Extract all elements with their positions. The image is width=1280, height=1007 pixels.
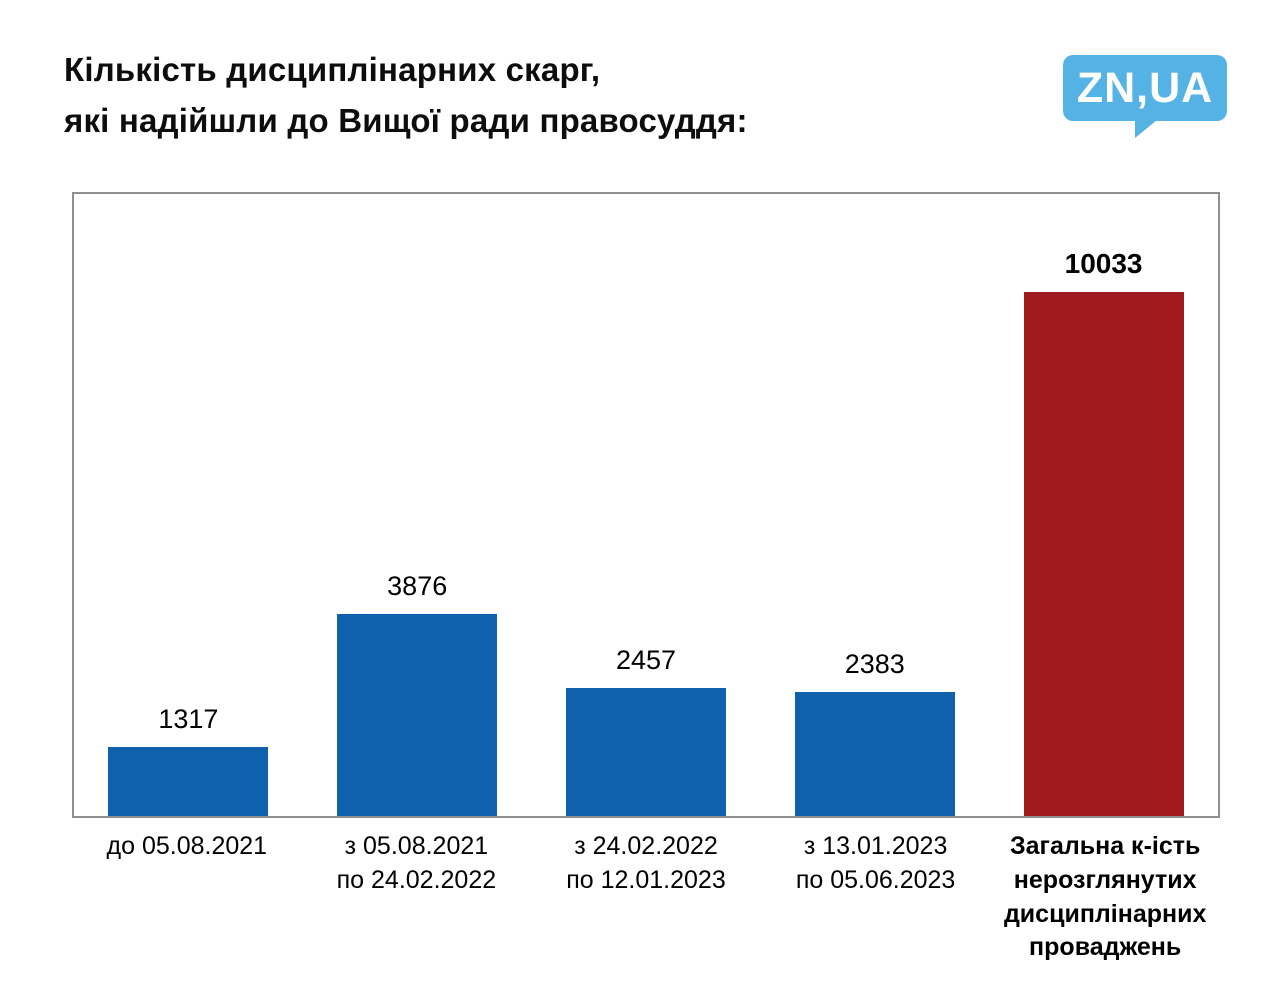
bar-value-label: 2383 bbox=[844, 649, 905, 679]
bar bbox=[1023, 292, 1184, 816]
x-axis-label-line: до 05.08.2021 bbox=[106, 832, 268, 860]
bar-value-label: 3876 bbox=[387, 571, 448, 601]
bar-value-label: 10033 bbox=[1064, 248, 1143, 279]
logo-speech-bubble-tail bbox=[1135, 120, 1157, 138]
x-axis-label-line: з 13.01.2023 bbox=[803, 832, 948, 860]
bar-group: 10033 bbox=[989, 194, 1218, 816]
x-axis-label: з 24.02.2022 по 12.01.2023 bbox=[531, 830, 761, 965]
x-axis-label-line: по 24.02.2022 bbox=[336, 865, 497, 894]
x-axis-labels-row: до 05.08.2021 з 05.08.2021 по 24.02.2022 з … bbox=[72, 830, 1220, 965]
x-axis-label: до 05.08.2021 bbox=[72, 830, 302, 965]
x-axis-label-line: Загальна к-ість bbox=[1009, 832, 1201, 860]
bar-value-label: 2457 bbox=[615, 645, 677, 675]
bar-group: 2383 bbox=[760, 194, 989, 816]
bar-group: 1317 bbox=[74, 194, 303, 816]
znua-logo-text: ZN,UA bbox=[1076, 63, 1214, 112]
bar-group: 2457 bbox=[532, 194, 761, 816]
znua-logo: ZN,UA bbox=[1063, 55, 1227, 138]
bar bbox=[794, 692, 955, 816]
chart-plot-area: 1317 3876 2457 2383 10033 bbox=[72, 192, 1220, 818]
bar-value-label: 1317 bbox=[158, 704, 219, 734]
chart-title: Кількість дисциплінарних скарг, які наді… bbox=[64, 44, 748, 146]
x-axis-label-line: проваджень bbox=[1029, 933, 1182, 962]
bar bbox=[565, 688, 726, 816]
bar bbox=[337, 614, 498, 816]
x-axis-label-line: нерозглянутих bbox=[1013, 865, 1197, 894]
x-axis-label: з 13.01.2023 по 05.06.2023 bbox=[761, 830, 991, 965]
x-axis-label: Загальна к-ість нерозглянутих дисциплінарн… bbox=[990, 830, 1220, 965]
x-axis-label-line: з 24.02.2022 bbox=[574, 832, 718, 860]
bars-row: 1317 3876 2457 2383 10033 bbox=[74, 194, 1218, 816]
bar-group: 3876 bbox=[303, 194, 532, 816]
x-axis-label-line: дисциплінарних bbox=[1003, 899, 1207, 928]
x-axis-label-line: по 12.01.2023 bbox=[566, 865, 726, 894]
x-axis-label: з 05.08.2021 по 24.02.2022 bbox=[302, 830, 532, 965]
bar bbox=[108, 747, 269, 816]
chart-title-line2: які надійшли до Вищої ради правосуддя: bbox=[64, 102, 748, 140]
x-axis-label-line: по 05.06.2023 bbox=[795, 865, 956, 894]
x-axis-label-line: з 05.08.2021 bbox=[344, 832, 489, 860]
chart-title-line1: Кількість дисциплінарних скарг, bbox=[64, 51, 601, 88]
